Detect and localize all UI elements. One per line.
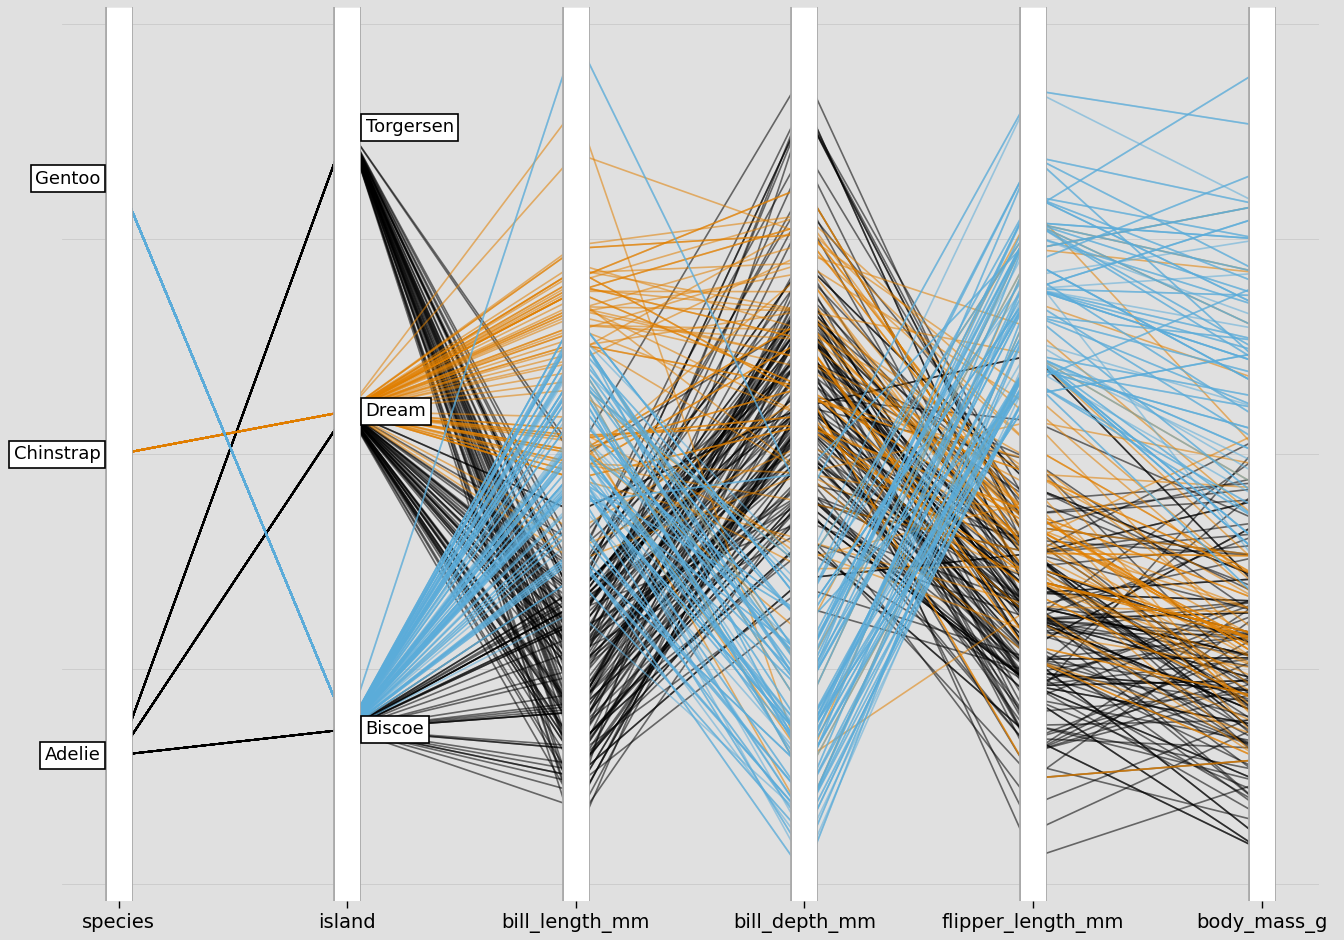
Text: Torgersen: Torgersen: [366, 118, 454, 136]
Text: Biscoe: Biscoe: [366, 720, 425, 738]
Text: Chinstrap: Chinstrap: [13, 446, 101, 463]
Text: Gentoo: Gentoo: [35, 170, 101, 188]
Text: Adelie: Adelie: [44, 746, 101, 764]
Text: Dream: Dream: [366, 402, 426, 420]
